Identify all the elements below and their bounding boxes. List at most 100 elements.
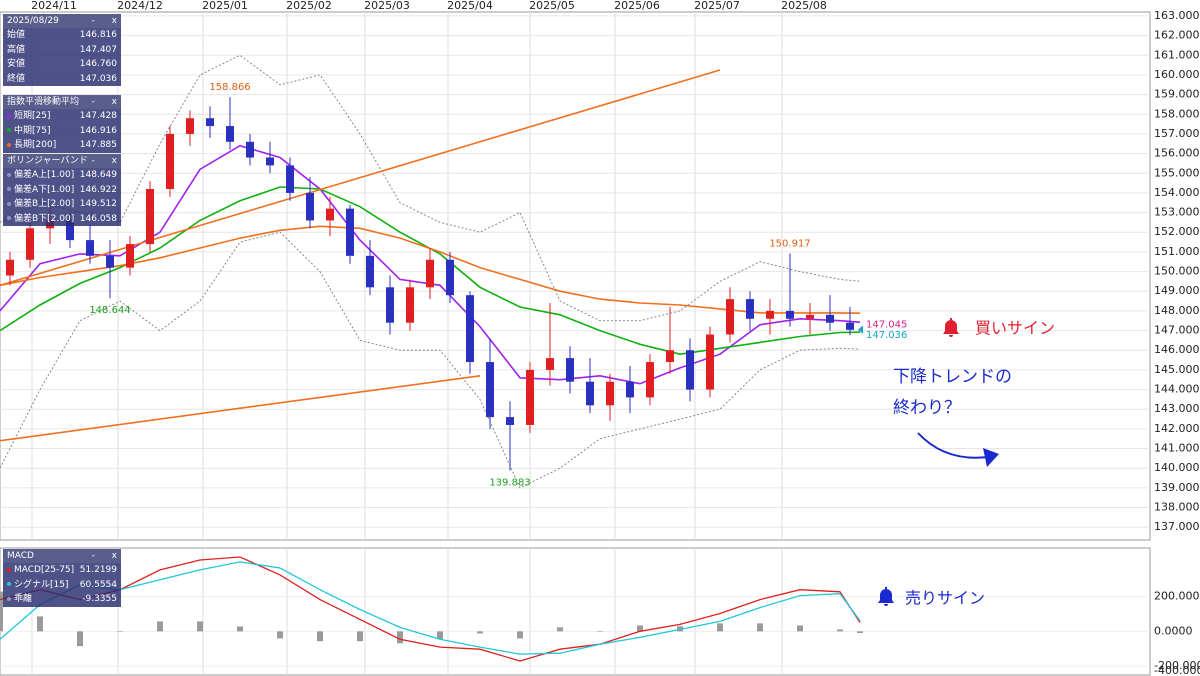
candle-body (346, 208, 354, 256)
candle-body (446, 259, 454, 296)
legend-dot (7, 128, 11, 133)
x-tick-label: 2025/05 (529, 0, 575, 12)
row-label-text: 偏差B下[2.00] (14, 213, 75, 224)
trend-line (0, 375, 481, 442)
minimize-button[interactable]: - (91, 551, 95, 561)
histogram-bar (837, 629, 843, 632)
panel-title: 指数平滑移動平均 (7, 97, 80, 107)
legend-dot (7, 216, 11, 221)
candle-body (106, 255, 114, 268)
candle-body (466, 295, 474, 363)
x-tick-label: 2025/07 (694, 0, 740, 12)
trend-line (0, 69, 721, 287)
candle-body (286, 165, 294, 193)
candle-body (6, 259, 14, 276)
sell-signal: 売りサイン (905, 589, 985, 608)
row-label: 偏差B上[2.00] (7, 197, 80, 212)
candle-body (846, 322, 854, 330)
minimize-button[interactable]: - (91, 156, 95, 166)
panel-header: 2025/08/29 - x (3, 14, 121, 28)
candle-body (306, 192, 314, 221)
y-tick-label: 157.000 (1154, 127, 1200, 140)
candle-body (806, 314, 814, 319)
x-tick-label: 2024/12 (117, 0, 163, 12)
histogram-bar (397, 631, 403, 644)
close-button[interactable]: x (111, 16, 117, 26)
y-tick-label: 153.000 (1154, 206, 1200, 219)
bell-icon (878, 587, 894, 606)
y-tick-label: 152.000 (1154, 225, 1200, 238)
panel-row: 偏差A上[1.00] 148.649 (3, 168, 121, 183)
candle-body (186, 118, 194, 134)
row-label-text: 偏差B上[2.00] (14, 199, 75, 210)
y-tick-label: 146.000 (1154, 343, 1200, 356)
candle-body (386, 287, 394, 323)
low-label: 139.883 (489, 478, 530, 489)
y-tick-label: 156.000 (1154, 147, 1200, 160)
row-value: 146.916 (79, 125, 117, 136)
row-value: 147.407 (79, 44, 117, 55)
panel-row: 終値 147.036 (3, 72, 121, 87)
row-value: 147.885 (79, 140, 117, 151)
y-tick-label: 200.0000 (1154, 590, 1200, 603)
panel-row: MACD[25-75] 51.2199 (3, 563, 121, 578)
row-label-text: 長期[200] (14, 140, 57, 151)
row-label: 高値 (7, 43, 80, 58)
row-label: 乖離 (7, 592, 82, 607)
panel-row: 始値 146.816 (3, 28, 121, 43)
bell-icon (943, 318, 959, 337)
info-panel: MACD - x MACD[25-75] 51.2199 シグナル[15] 60.5554 乖… (3, 549, 121, 607)
panel-row: 偏差B上[2.00] 149.512 (3, 197, 121, 212)
y-tick-label: 142.000 (1154, 422, 1200, 435)
minimize-button[interactable]: - (91, 16, 95, 26)
y-tick-label: 147.000 (1154, 324, 1200, 337)
row-value: 60.5554 (79, 579, 117, 590)
row-label-text: MACD[25-75] (14, 565, 75, 575)
candle-body (586, 381, 594, 406)
price-marker-label: 147.045 (866, 320, 907, 331)
panel-header: ボリンジャーバンド - x (3, 154, 121, 168)
panel-row: 長期[200] 147.885 (3, 138, 121, 153)
minimize-button[interactable]: - (91, 97, 95, 107)
candle-body (566, 358, 574, 382)
candle-body (146, 188, 154, 245)
row-label: 短期[25] (7, 109, 80, 124)
candle-body (766, 310, 774, 319)
y-tick-label: 143.000 (1154, 402, 1200, 415)
indicator-line (0, 54, 861, 322)
row-label-text: 偏差A下[1.00] (14, 184, 75, 195)
row-label-text: 終値 (7, 73, 26, 84)
close-button[interactable]: x (111, 551, 117, 561)
row-label-text: 中期[75] (14, 125, 51, 136)
trend-note: 終わり？ (893, 398, 961, 418)
legend-dot (7, 142, 11, 147)
histogram-bar (597, 631, 603, 632)
row-label: 長期[200] (7, 138, 80, 153)
row-value: 149.512 (79, 199, 117, 210)
panel-row: 偏差B下[2.00] 146.058 (3, 212, 121, 227)
legend-dot (7, 582, 11, 587)
row-label: MACD[25-75] (7, 563, 80, 578)
x-tick-label: 2025/04 (447, 0, 493, 12)
row-value: 146.922 (79, 184, 117, 195)
y-tick-label: -200.0000 (1154, 659, 1200, 672)
candle-body (326, 208, 334, 221)
close-button[interactable]: x (111, 156, 117, 166)
candle-body (686, 350, 694, 390)
y-tick-label: 140.000 (1154, 461, 1200, 474)
row-value: 148.649 (79, 170, 117, 180)
legend-dot (7, 187, 11, 192)
panel-row: 安値 146.760 (3, 57, 121, 72)
candle-body (246, 141, 254, 158)
y-tick-label: 137.000 (1154, 520, 1200, 533)
candle-body (426, 259, 434, 288)
y-tick-label: 161.000 (1154, 48, 1200, 61)
price-marker (858, 325, 863, 334)
row-label: 終値 (7, 72, 80, 87)
macd-line (0, 561, 861, 655)
candle-body (86, 240, 94, 256)
candle-body (746, 299, 754, 319)
row-value: 146.816 (79, 30, 117, 40)
close-button[interactable]: x (111, 97, 117, 107)
y-tick-label: 144.000 (1154, 383, 1200, 396)
